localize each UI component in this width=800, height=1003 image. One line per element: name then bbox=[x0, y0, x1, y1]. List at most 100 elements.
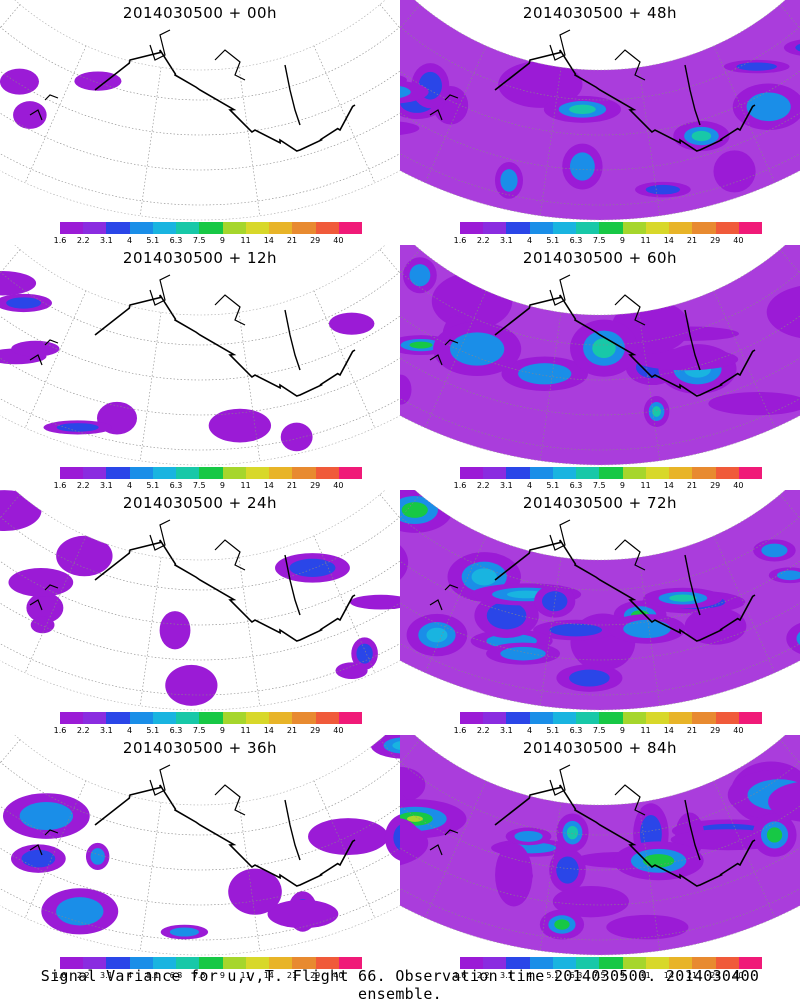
variance-field bbox=[400, 490, 800, 710]
colorbar-label: 11 bbox=[240, 726, 251, 735]
colorbar-swatch bbox=[715, 467, 739, 479]
colorbar-label: 14 bbox=[663, 971, 674, 980]
colorbar-swatch bbox=[83, 222, 107, 234]
colorbar-label: 9 bbox=[219, 236, 225, 245]
colorbar-label: 29 bbox=[310, 481, 321, 490]
colorbar-labels: 1.6 2.2 3.1 4 5.1 6.3 7.5 9 11 14 21 29 40 bbox=[52, 481, 362, 491]
colorbar-label: 1.6 bbox=[453, 236, 467, 245]
colorbar-swatch bbox=[269, 957, 293, 969]
colorbar-swatch bbox=[222, 467, 246, 479]
colorbar-swatch bbox=[338, 222, 363, 234]
colorbar-swatch bbox=[106, 222, 130, 234]
map-panel: 2014030500 + 48h 1.6 2.2 3.1 4 5.1 6.3 7.5 9 11 14… bbox=[400, 0, 800, 245]
graticule bbox=[0, 4, 400, 216]
colorbar-swatch bbox=[269, 467, 293, 479]
colorbar-label: 21 bbox=[686, 726, 698, 735]
colorbar-labels: 1.6 2.2 3.1 4 5.1 6.3 7.5 9 11 14 21 29 40 bbox=[52, 726, 362, 736]
colorbar-swatch bbox=[552, 222, 577, 234]
coastline bbox=[429, 764, 756, 887]
colorbar-swatch bbox=[269, 712, 293, 724]
colorbar-swatch bbox=[622, 957, 646, 969]
colorbar-swatch bbox=[245, 957, 270, 969]
colorbar-label: 6.3 bbox=[169, 236, 183, 245]
colorbar-label: 7.5 bbox=[592, 971, 606, 980]
polar-map bbox=[0, 245, 400, 466]
colorbar-label: 4 bbox=[527, 971, 533, 980]
colorbar-swatch bbox=[506, 957, 530, 969]
colorbar-label: 29 bbox=[310, 726, 321, 735]
colorbar-label: 21 bbox=[286, 236, 298, 245]
colorbar-swatch bbox=[738, 712, 763, 724]
colorbar-swatch bbox=[176, 467, 200, 479]
colorbar-swatch bbox=[222, 222, 246, 234]
colorbar-label: 40 bbox=[333, 726, 344, 735]
colorbar-label: 1.6 bbox=[53, 481, 67, 490]
coastline bbox=[429, 519, 756, 642]
variance-field bbox=[400, 0, 800, 220]
colorbar-label: 29 bbox=[710, 971, 721, 980]
colorbar-label: 2.2 bbox=[76, 726, 90, 735]
colorbar bbox=[460, 467, 763, 479]
colorbar-label: 40 bbox=[333, 971, 344, 980]
colorbar-swatch bbox=[199, 222, 223, 234]
colorbar-label: 7.5 bbox=[592, 481, 606, 490]
colorbar-label: 3.1 bbox=[100, 481, 113, 490]
panel-title: 2014030500 + 12h bbox=[122, 249, 278, 267]
colorbar-label: 1.6 bbox=[453, 726, 467, 735]
colorbar-label: 6.3 bbox=[569, 481, 583, 490]
graticule bbox=[400, 249, 800, 461]
colorbar-label: 7.5 bbox=[192, 971, 206, 980]
colorbar-label: 3.1 bbox=[100, 971, 113, 980]
colorbar-swatch bbox=[576, 957, 600, 969]
colorbar-swatch bbox=[599, 222, 623, 234]
colorbar-label: 3.1 bbox=[500, 236, 513, 245]
map-panel: 2014030500 + 36h 1.6 2.2 3.1 4 5.1 6.3 7.5 9 11 14… bbox=[0, 735, 400, 980]
colorbar-label: 29 bbox=[710, 481, 721, 490]
colorbar-swatch bbox=[129, 712, 153, 724]
colorbar-swatch bbox=[483, 467, 507, 479]
coastline bbox=[29, 764, 356, 887]
colorbar-labels: 1.6 2.2 3.1 4 5.1 6.3 7.5 9 11 14 21 29 40 bbox=[52, 236, 362, 246]
colorbar-swatch bbox=[199, 467, 223, 479]
variance-field bbox=[0, 68, 122, 129]
colorbar-swatch bbox=[576, 467, 600, 479]
colorbar-swatch bbox=[576, 712, 600, 724]
panel-title: 2014030500 + 36h bbox=[122, 739, 278, 757]
colorbar-swatch bbox=[129, 222, 153, 234]
polar-map bbox=[400, 490, 800, 711]
colorbar-swatch bbox=[176, 222, 200, 234]
colorbar-label: 21 bbox=[286, 481, 298, 490]
colorbar-label: 6.3 bbox=[569, 726, 583, 735]
colorbar-label: 2.2 bbox=[476, 481, 490, 490]
colorbar bbox=[460, 957, 763, 969]
colorbar-label: 11 bbox=[640, 971, 651, 980]
colorbar-label: 40 bbox=[733, 971, 744, 980]
colorbar-label: 9 bbox=[619, 236, 625, 245]
colorbar-label: 40 bbox=[733, 726, 744, 735]
colorbar-swatch bbox=[506, 712, 530, 724]
colorbar-swatch bbox=[292, 467, 316, 479]
colorbar-label: 14 bbox=[663, 236, 674, 245]
colorbar-label: 5.1 bbox=[546, 236, 560, 245]
graticule bbox=[400, 4, 800, 216]
polar-map bbox=[400, 245, 800, 466]
map-panel: 2014030500 + 24h 1.6 2.2 3.1 4 5.1 6.3 7.5 9 11 14… bbox=[0, 490, 400, 735]
colorbar-label: 11 bbox=[640, 481, 651, 490]
colorbar bbox=[460, 222, 763, 234]
colorbar-label: 7.5 bbox=[192, 481, 206, 490]
colorbar-swatch bbox=[83, 467, 107, 479]
colorbar-swatch bbox=[692, 467, 716, 479]
colorbar bbox=[60, 957, 363, 969]
colorbar bbox=[60, 712, 363, 724]
colorbar-swatch bbox=[669, 222, 693, 234]
variance-field bbox=[400, 245, 800, 465]
graticule bbox=[0, 249, 400, 461]
colorbar-label: 14 bbox=[263, 971, 274, 980]
colorbar-swatch bbox=[529, 712, 553, 724]
colorbar-swatch bbox=[245, 712, 270, 724]
colorbar-label: 2.2 bbox=[76, 236, 90, 245]
colorbar-swatch bbox=[506, 222, 530, 234]
colorbar-swatch bbox=[692, 957, 716, 969]
colorbar-label: 3.1 bbox=[100, 726, 113, 735]
colorbar-swatch bbox=[106, 467, 130, 479]
